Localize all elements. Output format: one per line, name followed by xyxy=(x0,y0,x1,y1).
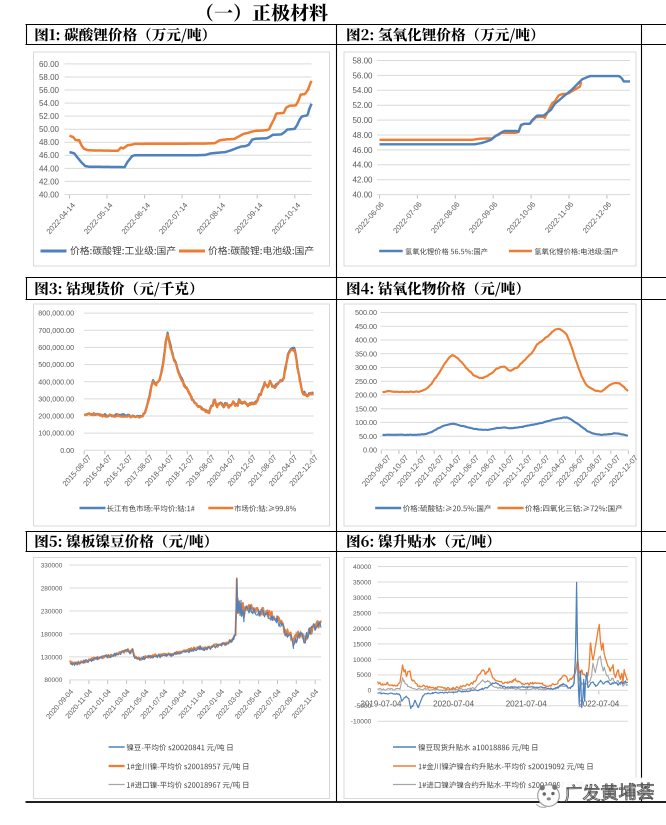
svg-text:60.00: 60.00 xyxy=(39,60,60,69)
svg-text:40.00: 40.00 xyxy=(352,191,373,200)
svg-text:25000: 25000 xyxy=(353,610,372,617)
svg-text:280000: 280000 xyxy=(41,585,63,592)
svg-text:56.00: 56.00 xyxy=(352,71,373,80)
svg-text:450.00: 450.00 xyxy=(355,322,377,331)
svg-text:500,000.00: 500,000.00 xyxy=(38,360,74,369)
svg-text:54.00: 54.00 xyxy=(352,86,373,95)
svg-text:20000: 20000 xyxy=(353,626,372,633)
svg-text:200,000.00: 200,000.00 xyxy=(38,412,74,421)
svg-text:0.00: 0.00 xyxy=(60,446,74,455)
svg-text:52.00: 52.00 xyxy=(352,101,373,110)
svg-text:42.00: 42.00 xyxy=(39,177,60,186)
svg-text:5000: 5000 xyxy=(357,672,372,679)
svg-text:-5000: -5000 xyxy=(354,703,371,710)
svg-text:330000: 330000 xyxy=(41,562,63,569)
svg-text:35000: 35000 xyxy=(353,579,372,586)
svg-text:46.00: 46.00 xyxy=(39,151,60,160)
svg-text:350.00: 350.00 xyxy=(355,349,377,358)
svg-text:40.00: 40.00 xyxy=(39,190,60,199)
svg-text:56.00: 56.00 xyxy=(39,86,60,95)
svg-text:300.00: 300.00 xyxy=(355,363,377,372)
svg-text:80000: 80000 xyxy=(44,677,62,684)
svg-text:30000: 30000 xyxy=(353,595,372,602)
svg-text:50.00: 50.00 xyxy=(39,125,60,134)
svg-text:200.00: 200.00 xyxy=(355,391,377,400)
svg-text:44.00: 44.00 xyxy=(352,161,373,170)
svg-text:230000: 230000 xyxy=(41,608,63,615)
svg-text:58.00: 58.00 xyxy=(39,73,60,82)
svg-text:400,000.00: 400,000.00 xyxy=(38,377,74,386)
svg-text:700,000.00: 700,000.00 xyxy=(38,326,74,335)
svg-text:2021-07-04: 2021-07-04 xyxy=(506,700,547,709)
svg-text:10000: 10000 xyxy=(353,657,372,664)
svg-text:300,000.00: 300,000.00 xyxy=(38,394,74,403)
svg-text:130000: 130000 xyxy=(41,654,63,661)
svg-text:2020-07-04: 2020-07-04 xyxy=(433,700,474,709)
svg-text:44.00: 44.00 xyxy=(39,164,60,173)
svg-text:15000: 15000 xyxy=(353,641,372,648)
svg-text:52.00: 52.00 xyxy=(39,112,60,121)
svg-text:400.00: 400.00 xyxy=(355,336,377,345)
svg-text:50.00: 50.00 xyxy=(352,116,373,125)
svg-text:500.00: 500.00 xyxy=(355,308,377,317)
svg-text:42.00: 42.00 xyxy=(352,176,373,185)
svg-text:180000: 180000 xyxy=(41,631,63,638)
svg-text:48.00: 48.00 xyxy=(352,131,373,140)
svg-text:2019-07-04: 2019-07-04 xyxy=(361,700,402,709)
svg-text:2022-07-04: 2022-07-04 xyxy=(578,700,619,709)
svg-text:46.00: 46.00 xyxy=(352,146,373,155)
svg-text:0.00: 0.00 xyxy=(363,446,377,455)
svg-text:48.00: 48.00 xyxy=(39,138,60,147)
svg-text:150.00: 150.00 xyxy=(355,404,377,413)
svg-text:54.00: 54.00 xyxy=(39,99,60,108)
svg-text:600,000.00: 600,000.00 xyxy=(38,343,74,352)
svg-text:800,000.00: 800,000.00 xyxy=(38,309,74,318)
svg-text:250.00: 250.00 xyxy=(355,377,377,386)
svg-text:40000: 40000 xyxy=(353,564,372,571)
svg-text:58.00: 58.00 xyxy=(352,56,373,65)
svg-text:-10000: -10000 xyxy=(351,719,372,726)
svg-text:100.00: 100.00 xyxy=(355,418,377,427)
svg-text:50.00: 50.00 xyxy=(359,432,377,441)
svg-text:100,000.00: 100,000.00 xyxy=(38,429,74,438)
svg-text:0: 0 xyxy=(368,688,372,695)
